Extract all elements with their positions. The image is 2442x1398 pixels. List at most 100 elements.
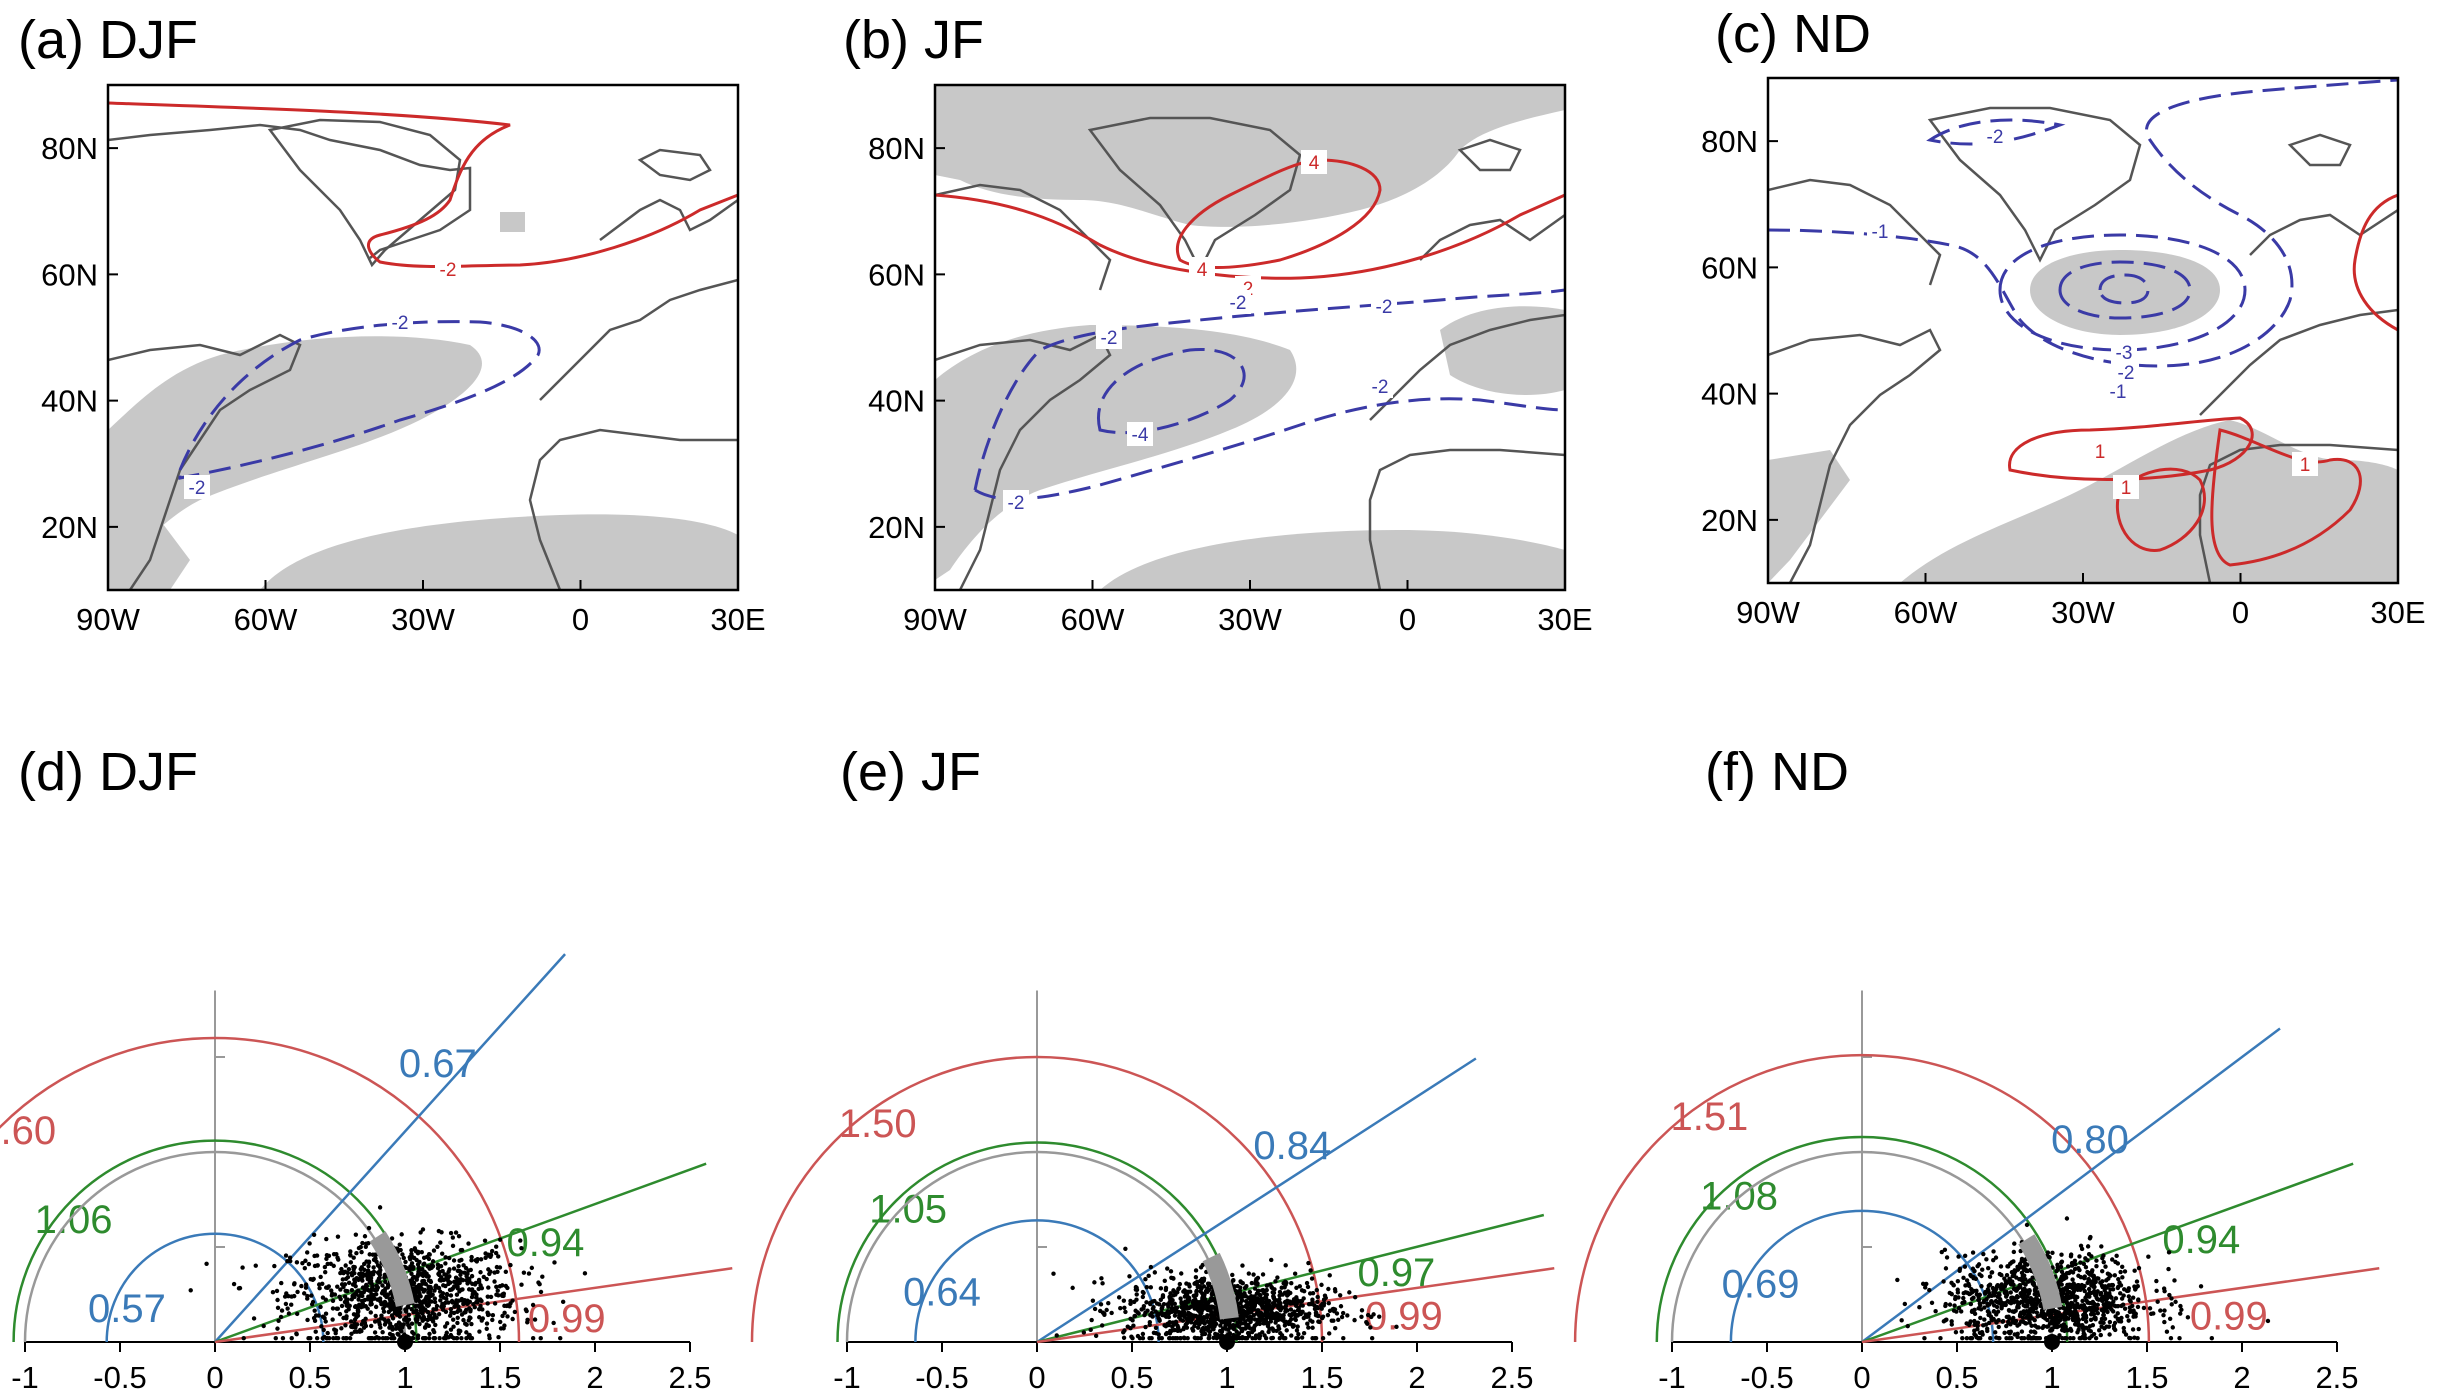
scatter-point xyxy=(2114,1253,2119,1259)
scatter-point xyxy=(2014,1275,2019,1280)
scatter-point xyxy=(2033,1291,2038,1297)
scatter-point xyxy=(2055,1313,2060,1318)
contour-label-bg xyxy=(1982,124,2008,148)
scatter-point xyxy=(345,1288,350,1294)
scatter-point xyxy=(2063,1272,2068,1277)
scatter-point xyxy=(330,1306,336,1311)
scatter-point xyxy=(1128,1326,1133,1331)
scatter-point xyxy=(276,1318,281,1324)
scatter-point xyxy=(2086,1286,2092,1292)
scatter-point xyxy=(1194,1288,1199,1293)
scatter-point xyxy=(2179,1307,2184,1312)
scatter-point xyxy=(463,1321,468,1326)
coastline xyxy=(2287,133,2352,167)
scatter-point xyxy=(505,1314,510,1319)
scatter-point xyxy=(426,1290,431,1295)
scatter-point xyxy=(335,1255,340,1260)
scatter-point xyxy=(1991,1309,1997,1314)
scatter-point xyxy=(403,1307,409,1313)
scatter-point xyxy=(2077,1323,2082,1328)
scatter-point xyxy=(288,1258,293,1264)
contour-label-bg xyxy=(2087,439,2113,463)
scatter-point xyxy=(2012,1320,2017,1326)
scatter-point xyxy=(1257,1318,1263,1323)
scatter-point xyxy=(2012,1332,2017,1337)
scatter-point xyxy=(368,1323,374,1329)
scatter-point xyxy=(1288,1307,1294,1312)
scatter-point xyxy=(2178,1303,2183,1309)
scatter-point xyxy=(1993,1298,1999,1304)
scatter-point xyxy=(1987,1302,1992,1307)
coastline xyxy=(539,278,738,401)
scatter-point xyxy=(1099,1323,1105,1328)
scatter-point xyxy=(1148,1285,1154,1290)
scatter-point xyxy=(1163,1323,1169,1329)
scatter-point xyxy=(1193,1319,1199,1325)
scatter-point xyxy=(1266,1306,1271,1312)
scatter-point xyxy=(2075,1317,2081,1323)
scatter-point xyxy=(1972,1318,1977,1324)
scatter-point xyxy=(2076,1273,2081,1278)
scatter-point xyxy=(425,1310,431,1315)
scatter-point xyxy=(1955,1290,1961,1295)
scatter-point xyxy=(422,1270,427,1275)
scatter-point xyxy=(2077,1267,2082,1273)
contour-label-bg xyxy=(435,257,461,281)
scatter-point xyxy=(530,1336,536,1341)
scatter-point xyxy=(2018,1284,2023,1290)
scatter-point xyxy=(460,1278,466,1283)
scatter-point xyxy=(2011,1309,2017,1314)
scatter-point xyxy=(443,1255,448,1260)
scatter-point xyxy=(1236,1324,1242,1329)
scatter-point xyxy=(1895,1277,1900,1283)
scatter-point xyxy=(331,1263,336,1269)
scatter-point xyxy=(366,1225,372,1231)
scatter-point xyxy=(2079,1246,2085,1252)
scatter-point xyxy=(2099,1316,2105,1322)
scatter-point xyxy=(1227,1324,1233,1329)
taylor-panel-d: (d) DJF -1 -0.5 0 0.5 1 1.5 2 2.5 1.60 1.06 0.57 0.… xyxy=(0,742,733,1395)
scatter-point xyxy=(496,1293,501,1298)
scatter-point xyxy=(1294,1328,1300,1333)
scatter-point xyxy=(1283,1263,1288,1268)
scatter-point xyxy=(1155,1313,1160,1318)
lat-tick-label: 80N xyxy=(868,131,925,166)
scatter-point xyxy=(470,1291,475,1297)
contour-label-bg xyxy=(1003,490,1029,514)
correlation-label: 0.99 xyxy=(2190,1295,2268,1339)
scatter-point xyxy=(501,1293,506,1299)
scatter-point xyxy=(373,1304,379,1310)
scatter-point xyxy=(337,1294,342,1300)
lat-tick-label: 20N xyxy=(868,510,925,545)
scatter-point xyxy=(2097,1328,2102,1333)
lon-tick-label: 30W xyxy=(1218,602,1282,637)
scatter-point xyxy=(1939,1249,1944,1255)
coastline xyxy=(1369,313,1565,421)
scatter-point xyxy=(487,1336,492,1341)
scatter-point xyxy=(1171,1288,1177,1294)
scatter-point xyxy=(283,1253,289,1258)
scatter-point xyxy=(261,1323,266,1329)
negative-contour xyxy=(973,288,1565,491)
scatter-point xyxy=(1252,1286,1258,1291)
scatter-point xyxy=(1220,1319,1225,1324)
scatter-point xyxy=(2007,1308,2012,1313)
scatter-point xyxy=(2059,1327,2065,1333)
scatter-point xyxy=(1202,1331,1208,1337)
scatter-point xyxy=(2020,1287,2026,1292)
contour-label-bg xyxy=(1301,150,1327,174)
scatter-point xyxy=(417,1321,422,1327)
scatter-point xyxy=(1979,1330,1985,1335)
scatter-point xyxy=(365,1297,371,1302)
scatter-point xyxy=(1235,1293,1240,1299)
scatter-point xyxy=(1956,1254,1961,1259)
contour-label: 4 xyxy=(1197,260,1208,281)
scatter-point xyxy=(1316,1319,1321,1324)
scatter-point xyxy=(2019,1336,2024,1341)
chart-title: (d) DJF xyxy=(18,742,198,802)
scatter-point xyxy=(530,1302,536,1308)
scatter-point xyxy=(2166,1266,2171,1272)
scatter-point xyxy=(352,1304,358,1309)
scatter-point xyxy=(348,1319,354,1324)
scatter-point xyxy=(1275,1275,1280,1280)
